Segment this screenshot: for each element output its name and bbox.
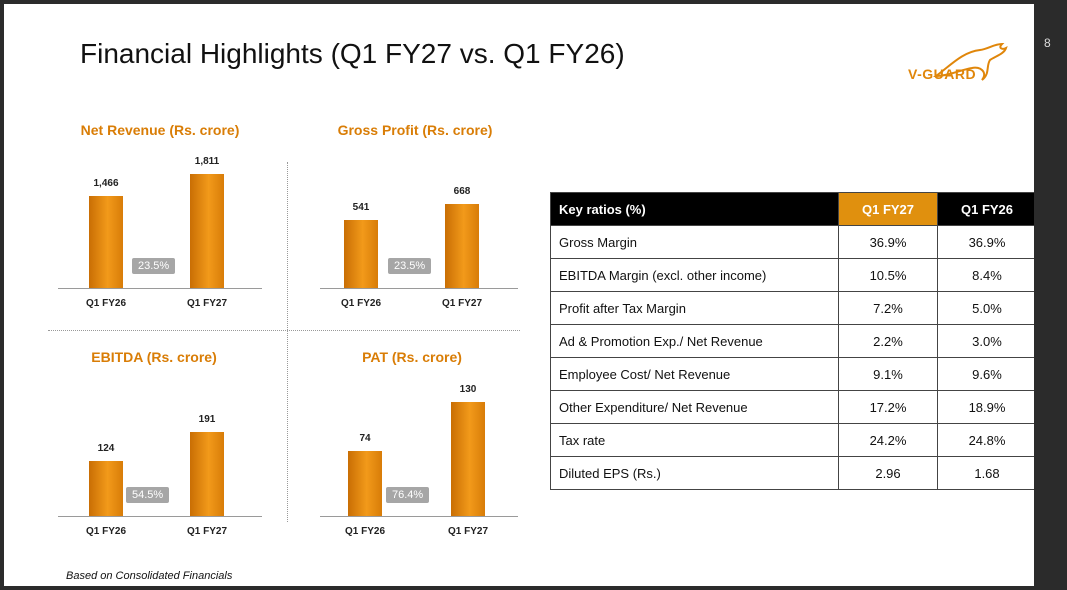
net-revenue-chart-title: Net Revenue (Rs. crore) bbox=[80, 122, 240, 138]
ratio-value-q1-fy27: 9.1% bbox=[838, 357, 938, 391]
data-label: 74 bbox=[359, 433, 371, 444]
table-row: Profit after Tax Margin 7.2% 5.0% bbox=[550, 291, 1034, 325]
ratio-value-q1-fy26: 18.9% bbox=[937, 390, 1034, 424]
ratio-label: Profit after Tax Margin bbox=[550, 291, 839, 325]
chart-bar bbox=[89, 461, 123, 516]
table-header-q1-fy26: Q1 FY26 bbox=[937, 192, 1034, 226]
ratio-value-q1-fy26: 1.68 bbox=[937, 456, 1034, 490]
data-label: 191 bbox=[198, 414, 216, 425]
ratio-value-q1-fy26: 3.0% bbox=[937, 324, 1034, 358]
chart-bar bbox=[190, 432, 224, 516]
table-header-row: Key ratios (%) Q1 FY27 Q1 FY26 bbox=[550, 192, 1034, 226]
chart-axis bbox=[320, 516, 518, 517]
chart-bar bbox=[445, 204, 479, 288]
ratio-value-q1-fy26: 24.8% bbox=[937, 423, 1034, 457]
chart-divider-horizontal bbox=[48, 330, 520, 331]
tick-label: Q1 FY26 bbox=[344, 526, 386, 537]
table-row: Other Expenditure/ Net Revenue 17.2% 18.9% bbox=[550, 390, 1034, 424]
tick-label: Q1 FY26 bbox=[85, 526, 127, 537]
ratio-value-q1-fy26: 9.6% bbox=[937, 357, 1034, 391]
ratio-value-q1-fy27: 2.2% bbox=[838, 324, 938, 358]
key-ratios-table: Key ratios (%) Q1 FY27 Q1 FY26 Gross Mar… bbox=[550, 192, 1034, 490]
page-title: Financial Highlights (Q1 FY27 vs. Q1 FY2… bbox=[80, 38, 625, 69]
ratio-label: EBITDA Margin (excl. other income) bbox=[550, 258, 839, 292]
tick-label: Q1 FY26 bbox=[340, 298, 382, 309]
ratio-label: Diluted EPS (Rs.) bbox=[550, 456, 839, 490]
data-label: 130 bbox=[459, 384, 477, 395]
ratio-label: Employee Cost/ Net Revenue bbox=[550, 357, 839, 391]
data-label: 1,811 bbox=[194, 156, 220, 167]
tick-label: Q1 FY27 bbox=[186, 526, 228, 537]
ratio-value-q1-fy27: 36.9% bbox=[838, 225, 938, 259]
growth-badge: 76.4% bbox=[386, 487, 430, 503]
table-row: EBITDA Margin (excl. other income) 10.5% 8… bbox=[550, 258, 1034, 292]
ratio-value-q1-fy26: 5.0% bbox=[937, 291, 1034, 325]
table-row: Diluted EPS (Rs.) 2.96 1.68 bbox=[550, 456, 1034, 490]
table-row: Ad & Promotion Exp./ Net Revenue 2.2% 3.0% bbox=[550, 324, 1034, 358]
tick-label: Q1 FY27 bbox=[186, 298, 228, 309]
ebitda-chart-title: EBITDA (Rs. crore) bbox=[91, 349, 217, 365]
tick-label: Q1 FY27 bbox=[441, 298, 483, 309]
table-row: Tax rate 24.2% 24.8% bbox=[550, 423, 1034, 457]
table-header-metric: Key ratios (%) bbox=[550, 192, 839, 226]
ratio-value-q1-fy26: 8.4% bbox=[937, 258, 1034, 292]
chart-divider-vertical bbox=[287, 162, 288, 522]
data-label: 1,466 bbox=[93, 178, 119, 189]
pat-chart-title: PAT (Rs. crore) bbox=[362, 349, 462, 365]
chart-bar bbox=[190, 174, 224, 288]
data-label: 541 bbox=[352, 202, 370, 213]
chart-axis bbox=[58, 288, 262, 289]
growth-badge: 54.5% bbox=[126, 487, 170, 503]
chart-axis bbox=[320, 288, 518, 289]
chart-bar bbox=[344, 220, 378, 288]
ratio-value-q1-fy27: 17.2% bbox=[838, 390, 938, 424]
table-row: Gross Margin 36.9% 36.9% bbox=[550, 225, 1034, 259]
gross-profit-chart-title: Gross Profit (Rs. crore) bbox=[337, 122, 493, 138]
ratio-value-q1-fy26: 36.9% bbox=[937, 225, 1034, 259]
v-guard-logo: V-GUARD bbox=[902, 42, 1014, 92]
ratio-value-q1-fy27: 2.96 bbox=[838, 456, 938, 490]
ratio-label: Other Expenditure/ Net Revenue bbox=[550, 390, 839, 424]
chart-axis bbox=[58, 516, 262, 517]
slide: Financial Highlights (Q1 FY27 vs. Q1 FY2… bbox=[4, 4, 1034, 586]
chart-bar bbox=[451, 402, 485, 516]
table-body: Gross Margin 36.9% 36.9% EBITDA Margin (exc… bbox=[550, 225, 1034, 490]
ratio-label: Tax rate bbox=[550, 423, 839, 457]
tick-label: Q1 FY26 bbox=[85, 298, 127, 309]
chart-bar bbox=[89, 196, 123, 288]
growth-badge: 23.5% bbox=[388, 258, 432, 274]
kangaroo-icon bbox=[932, 42, 1008, 81]
ratio-value-q1-fy27: 7.2% bbox=[838, 291, 938, 325]
data-label: 124 bbox=[97, 443, 115, 454]
tick-label: Q1 FY27 bbox=[447, 526, 489, 537]
chart-bar bbox=[348, 451, 382, 516]
growth-badge: 23.5% bbox=[132, 258, 176, 274]
table-row: Employee Cost/ Net Revenue 9.1% 9.6% bbox=[550, 357, 1034, 391]
logo-text: V-GUARD bbox=[908, 66, 977, 82]
ratio-value-q1-fy27: 10.5% bbox=[838, 258, 938, 292]
footnote: Based on Consolidated Financials bbox=[66, 570, 233, 582]
table-header-q1-fy27: Q1 FY27 bbox=[838, 192, 938, 226]
ratio-label: Gross Margin bbox=[550, 225, 839, 259]
ratio-value-q1-fy27: 24.2% bbox=[838, 423, 938, 457]
page-number: 8 bbox=[1044, 36, 1051, 50]
data-label: 668 bbox=[453, 186, 471, 197]
ratio-label: Ad & Promotion Exp./ Net Revenue bbox=[550, 324, 839, 358]
